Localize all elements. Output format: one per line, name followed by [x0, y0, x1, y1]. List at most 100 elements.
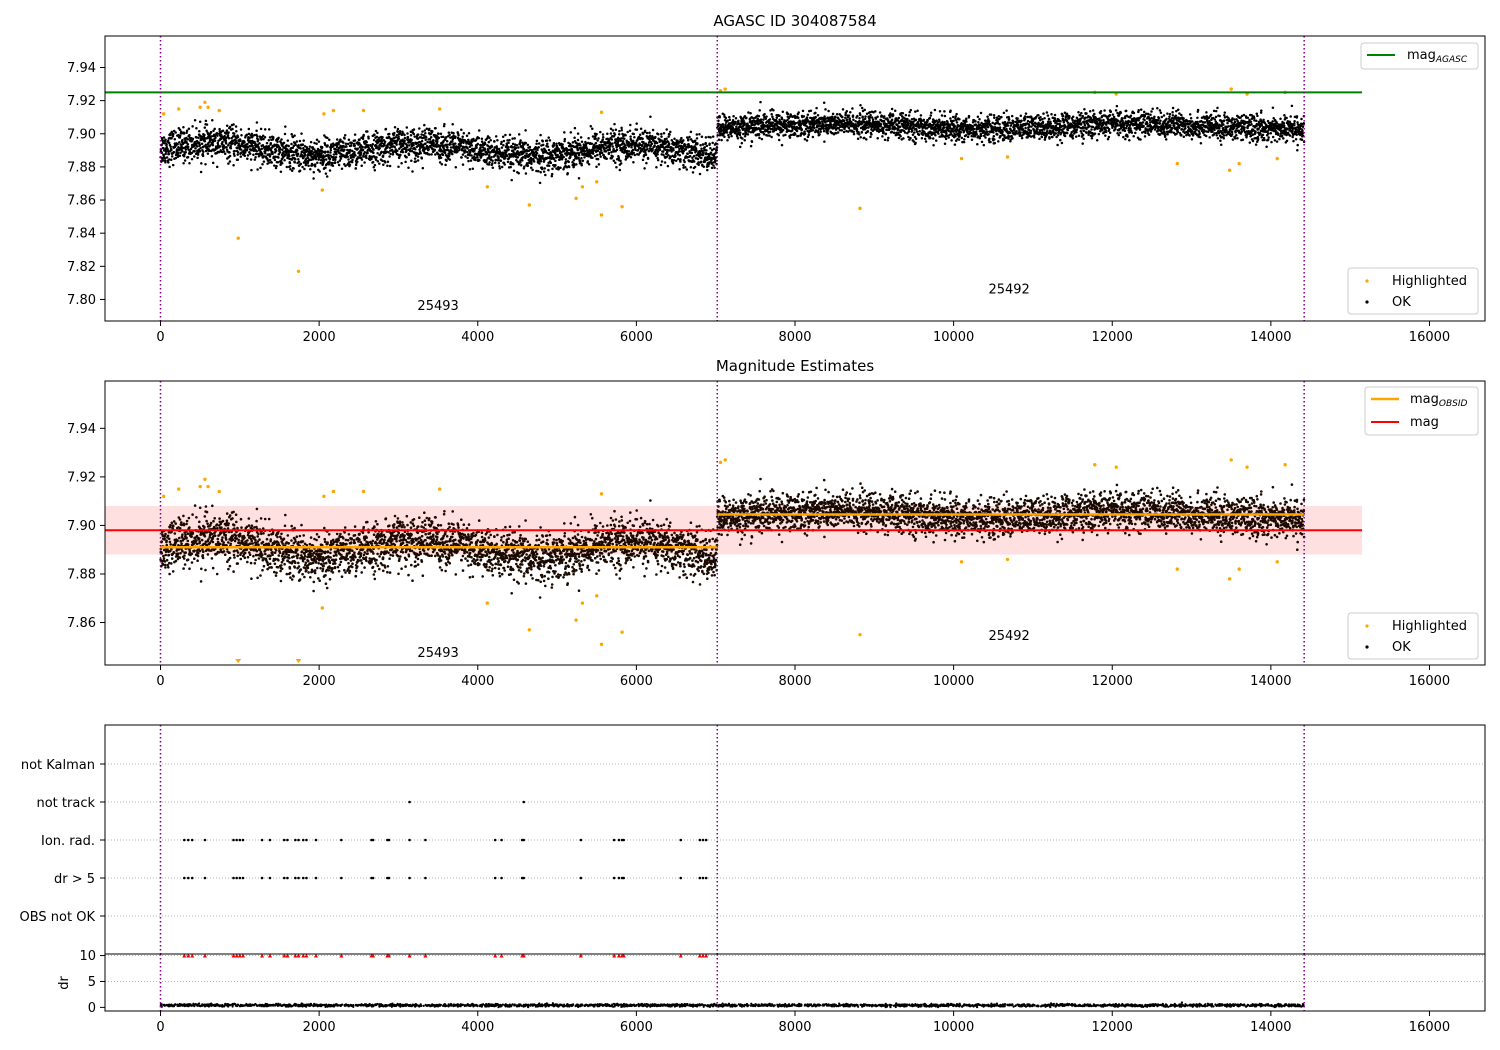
- data-point: [253, 158, 257, 161]
- data-point: [566, 172, 569, 175]
- data-point: [501, 135, 505, 139]
- data-point: [224, 139, 227, 142]
- data-point: [856, 114, 859, 118]
- data-point: [954, 115, 957, 118]
- data-point: [228, 125, 232, 129]
- data-point: [507, 148, 510, 151]
- data-point: [688, 154, 692, 158]
- data-point: [198, 141, 201, 144]
- data-point: [863, 108, 866, 112]
- data-point: [561, 143, 564, 146]
- data-point: [326, 136, 329, 140]
- data-point: [393, 145, 397, 149]
- data-point: [955, 112, 958, 116]
- data-point: [228, 160, 232, 163]
- data-point: [510, 178, 513, 182]
- data-point: [260, 147, 264, 150]
- data-point: [680, 136, 683, 140]
- data-point: [860, 106, 864, 110]
- data-point: [288, 154, 291, 158]
- data-point: [589, 124, 593, 128]
- data-point: [655, 141, 659, 145]
- data-point: [677, 150, 681, 153]
- data-point: [938, 109, 942, 113]
- data-point: [250, 132, 254, 136]
- data-point: [405, 145, 409, 149]
- data-point: [299, 147, 302, 150]
- data-point: [761, 121, 765, 124]
- data-point: [991, 125, 994, 129]
- data-point: [737, 119, 740, 123]
- data-point: [897, 131, 900, 134]
- data-point: [739, 131, 742, 135]
- data-point: [466, 147, 469, 150]
- data-point: [185, 131, 188, 134]
- data-point: [993, 138, 996, 141]
- data-point: [205, 145, 209, 149]
- data-point: [805, 139, 809, 142]
- data-point: [803, 138, 807, 141]
- data-point: [656, 158, 660, 162]
- data-point: [751, 121, 754, 124]
- data-point: [416, 159, 420, 162]
- data-point: [923, 137, 927, 141]
- data-point: [198, 120, 202, 123]
- data-point: [621, 140, 625, 143]
- data-point: [682, 139, 685, 142]
- data-point: [363, 161, 366, 164]
- data-point: [331, 161, 334, 165]
- data-point: [170, 148, 173, 152]
- data-point: [970, 138, 974, 142]
- data-point: [508, 133, 512, 136]
- data-point: [434, 127, 437, 130]
- data-point: [855, 127, 859, 131]
- data-point: [269, 153, 272, 156]
- data-point: [592, 149, 596, 152]
- data-point: [285, 152, 288, 155]
- data-point: [976, 143, 979, 146]
- data-point: [334, 158, 337, 161]
- data-point: [526, 164, 530, 168]
- data-point: [397, 137, 401, 141]
- data-point: [1019, 114, 1023, 118]
- data-point: [687, 138, 690, 141]
- data-point: [164, 152, 167, 156]
- data-point: [688, 135, 691, 139]
- data-point: [448, 158, 452, 161]
- data-point: [262, 160, 266, 163]
- data-point: [461, 163, 465, 166]
- data-point: [319, 161, 322, 165]
- data-point: [521, 156, 525, 159]
- data-point: [645, 161, 648, 165]
- data-point: [407, 153, 411, 157]
- data-point: [209, 130, 213, 134]
- data-point: [388, 164, 392, 168]
- data-point: [477, 136, 481, 140]
- data-point: [727, 135, 731, 139]
- data-point: [814, 115, 817, 119]
- data-point: [284, 125, 287, 128]
- data-point: [929, 136, 932, 140]
- data-point: [858, 133, 861, 136]
- data-point: [315, 138, 319, 142]
- data-point: [388, 132, 391, 136]
- data-point: [424, 138, 427, 141]
- data-point: [335, 138, 339, 141]
- data-point: [887, 136, 890, 140]
- data-point: [891, 114, 895, 117]
- data-point: [266, 162, 269, 165]
- data-point: [234, 125, 238, 128]
- data-point: [639, 127, 643, 130]
- data-point: [624, 144, 627, 147]
- data-point: [1023, 115, 1027, 118]
- data-point: [974, 120, 977, 123]
- data-point: [229, 145, 232, 148]
- data-point: [609, 127, 613, 130]
- data-point: [447, 131, 451, 134]
- data-point: [512, 162, 515, 166]
- data-point: [835, 113, 839, 116]
- data-point: [245, 133, 249, 136]
- data-point: [469, 159, 473, 162]
- data-point: [313, 163, 317, 166]
- data-point: [563, 131, 566, 134]
